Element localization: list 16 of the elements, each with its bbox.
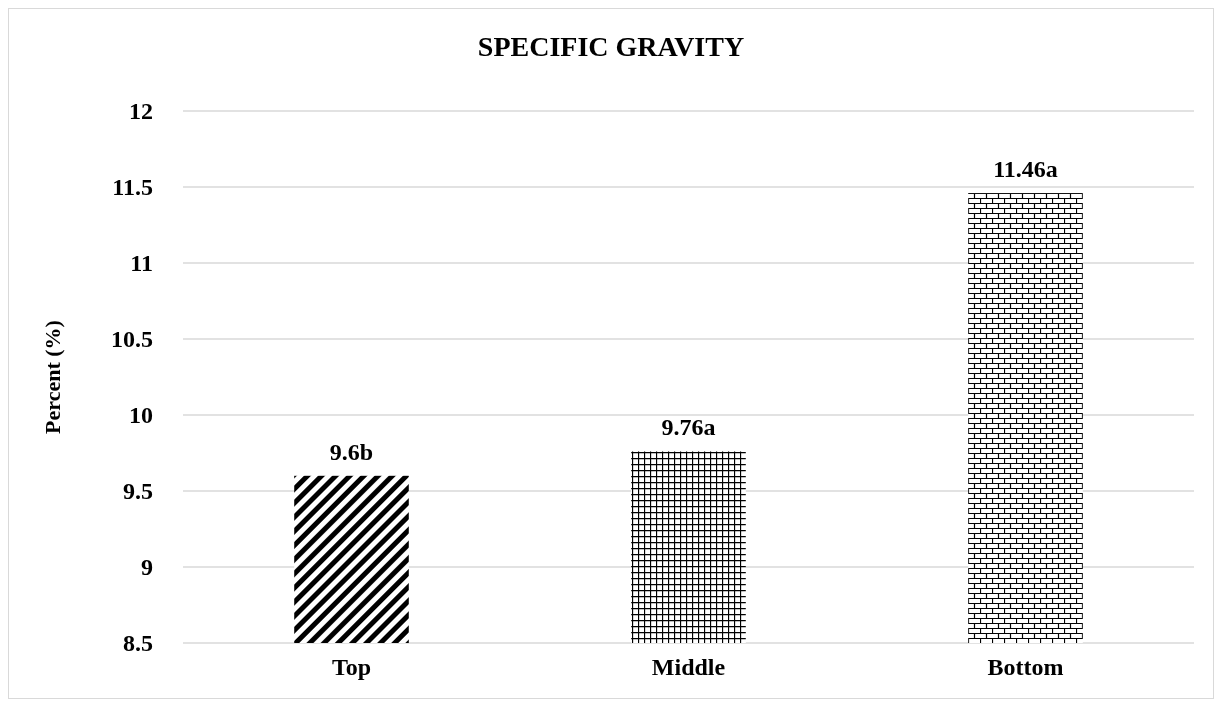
y-axis-title: Percent (%) xyxy=(40,320,65,434)
y-tick-label: 12 xyxy=(129,98,153,125)
data-label: 9.6b xyxy=(329,438,374,465)
x-tick-label: Top xyxy=(331,654,372,680)
y-tick-label: 9.5 xyxy=(123,478,153,505)
data-label: 11.46a xyxy=(993,156,1058,183)
y-tick-label: 11.5 xyxy=(112,174,153,201)
chart-title: SPECIFIC GRAVITY xyxy=(477,31,745,62)
y-tick-label: 11 xyxy=(130,250,153,277)
x-tick-label: Bottom xyxy=(987,654,1064,680)
y-tick-label: 10 xyxy=(129,402,153,429)
y-tick-label: 9 xyxy=(141,554,153,581)
y-tick-label: 10.5 xyxy=(111,326,153,353)
y-tick-label: 8.5 xyxy=(123,630,153,657)
data-label: 9.76a xyxy=(661,414,716,441)
x-tick-label: Middle xyxy=(651,654,726,680)
